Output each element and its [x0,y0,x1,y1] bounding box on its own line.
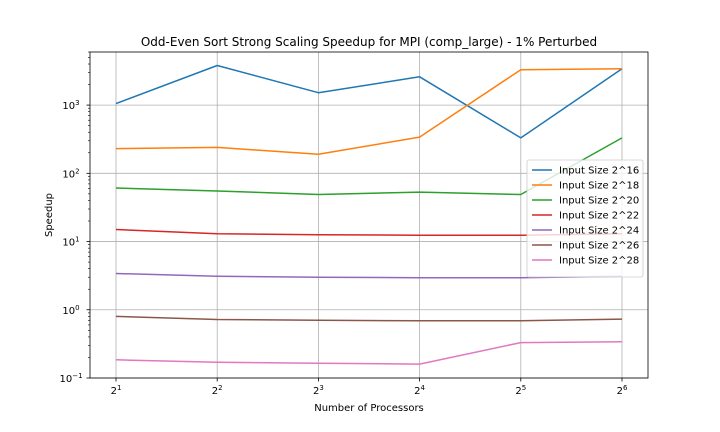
plot-frame [89,51,649,379]
legend-label: Input Size 2^20 [559,196,639,207]
chart-title: Odd-Even Sort Strong Scaling Speedup for… [141,35,597,49]
legend-label: Input Size 2^26 [559,241,639,252]
series-line-5 [115,272,623,279]
legend-box [526,159,644,278]
y-axis-label: Speedup [44,193,55,237]
x-tick-label: 26 [617,384,628,397]
x-tick-label: 24 [414,384,425,397]
legend-label: Input Size 2^22 [559,211,639,222]
legend-label: Input Size 2^18 [559,181,639,192]
legend-label: Input Size 2^28 [559,256,639,267]
x-tick-label: 21 [111,384,122,397]
series-line-2 [115,68,623,156]
legend-label: Input Size 2^16 [559,166,639,177]
y-tick-label: 10−1 [59,372,82,385]
x-tick-label: 25 [515,384,526,397]
x-axis-label: Number of Processors [314,403,424,414]
y-tick-label: 100 [62,304,79,317]
series-line-7 [115,340,623,365]
x-tick-label: 23 [313,384,324,397]
legend: Input Size 2^16 Input Size 2^18 Input Size… [526,159,644,278]
y-tick-label: 103 [62,99,79,112]
y-tick-label: 101 [62,236,79,249]
y-tick-label: 102 [62,167,79,180]
axis-ticks: 21 22 23 24 25 26 10−1 100 101 102 103 [59,51,628,397]
legend-label: Input Size 2^24 [559,226,639,237]
x-tick-label: 22 [212,384,223,397]
series-line-6 [115,315,623,322]
series-line-1 [115,64,623,139]
series-lines [115,64,623,365]
